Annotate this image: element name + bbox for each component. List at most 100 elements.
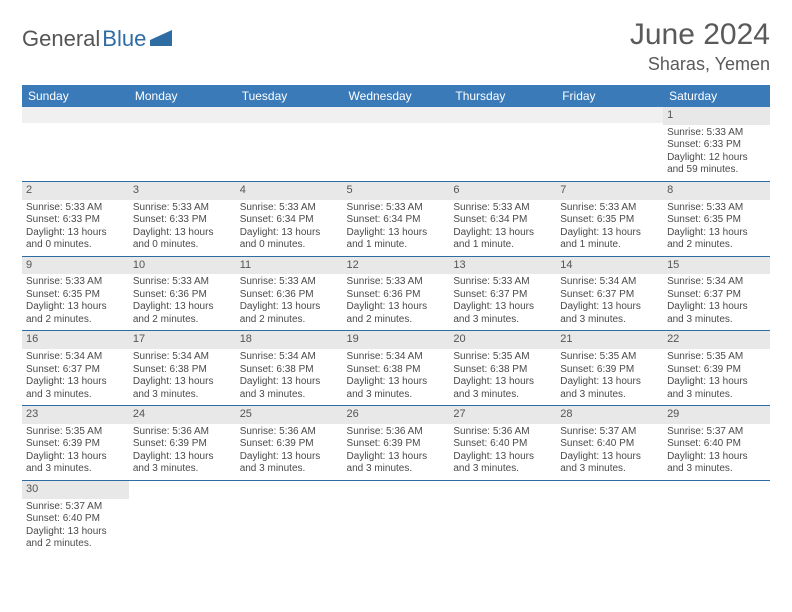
day-number: 23 <box>22 406 129 424</box>
sunrise-line: Sunrise: 5:37 AM <box>560 426 659 439</box>
daylight-line-1: Daylight: 13 hours <box>560 227 659 240</box>
daylight-line-1: Daylight: 13 hours <box>347 301 446 314</box>
daylight-line-2: and 3 minutes. <box>453 314 552 327</box>
sunset-line: Sunset: 6:37 PM <box>560 289 659 302</box>
day-cell <box>236 480 343 554</box>
sunset-line: Sunset: 6:39 PM <box>347 438 446 451</box>
sunrise-line: Sunrise: 5:33 AM <box>453 202 552 215</box>
day-header: Friday <box>556 85 663 107</box>
day-cell <box>129 107 236 181</box>
daylight-line-1: Daylight: 13 hours <box>560 376 659 389</box>
day-number: 22 <box>663 331 770 349</box>
daylight-line-1: Daylight: 13 hours <box>26 526 125 539</box>
day-number: 4 <box>236 182 343 200</box>
daylight-line-1: Daylight: 13 hours <box>667 227 766 240</box>
empty-day-bar <box>343 107 450 123</box>
sunrise-line: Sunrise: 5:33 AM <box>667 202 766 215</box>
sunrise-line: Sunrise: 5:33 AM <box>240 202 339 215</box>
day-number: 29 <box>663 406 770 424</box>
sunrise-line: Sunrise: 5:33 AM <box>560 202 659 215</box>
daylight-line-1: Daylight: 13 hours <box>26 227 125 240</box>
day-number: 13 <box>449 257 556 275</box>
day-number: 8 <box>663 182 770 200</box>
daylight-line-2: and 1 minute. <box>453 239 552 252</box>
day-cell: 21Sunrise: 5:35 AMSunset: 6:39 PMDayligh… <box>556 331 663 406</box>
daylight-line-2: and 3 minutes. <box>667 389 766 402</box>
day-cell: 24Sunrise: 5:36 AMSunset: 6:39 PMDayligh… <box>129 406 236 481</box>
daylight-line-1: Daylight: 13 hours <box>667 301 766 314</box>
logo-text-general: General <box>22 26 100 52</box>
day-cell: 12Sunrise: 5:33 AMSunset: 6:36 PMDayligh… <box>343 256 450 331</box>
day-cell: 20Sunrise: 5:35 AMSunset: 6:38 PMDayligh… <box>449 331 556 406</box>
sunset-line: Sunset: 6:40 PM <box>453 438 552 451</box>
day-number: 2 <box>22 182 129 200</box>
empty-day-bar <box>236 107 343 123</box>
daylight-line-1: Daylight: 13 hours <box>453 376 552 389</box>
sunrise-line: Sunrise: 5:33 AM <box>26 202 125 215</box>
daylight-line-2: and 3 minutes. <box>560 389 659 402</box>
day-cell: 16 Sunrise: 5:34 AMSunset: 6:37 PMDayligh… <box>22 331 129 406</box>
daylight-line-2: and 59 minutes. <box>667 164 766 177</box>
day-cell: 13Sunrise: 5:33 AMSunset: 6:37 PMDayligh… <box>449 256 556 331</box>
daylight-line-2: and 3 minutes. <box>26 389 125 402</box>
day-number: 7 <box>556 182 663 200</box>
daylight-line-2: and 3 minutes. <box>667 463 766 476</box>
empty-day-bar <box>556 107 663 123</box>
day-cell <box>663 480 770 554</box>
daylight-line-2: and 0 minutes. <box>26 239 125 252</box>
sunset-line: Sunset: 6:36 PM <box>240 289 339 302</box>
daylight-line-1: Daylight: 13 hours <box>26 376 125 389</box>
day-header: Thursday <box>449 85 556 107</box>
sunrise-line: Sunrise: 5:34 AM <box>26 351 125 364</box>
daylight-line-1: Daylight: 13 hours <box>560 451 659 464</box>
sunrise-line: Sunrise: 5:33 AM <box>347 202 446 215</box>
sunset-line: Sunset: 6:33 PM <box>26 214 125 227</box>
daylight-line-2: and 2 minutes. <box>347 314 446 327</box>
sunset-line: Sunset: 6:34 PM <box>240 214 339 227</box>
sunset-line: Sunset: 6:40 PM <box>667 438 766 451</box>
daylight-line-2: and 3 minutes. <box>560 314 659 327</box>
daylight-line-2: and 3 minutes. <box>347 463 446 476</box>
day-cell <box>556 480 663 554</box>
daylight-line-1: Daylight: 13 hours <box>240 227 339 240</box>
sunset-line: Sunset: 6:37 PM <box>453 289 552 302</box>
daylight-line-1: Daylight: 13 hours <box>667 451 766 464</box>
day-number: 11 <box>236 257 343 275</box>
day-cell: 7 Sunrise: 5:33 AMSunset: 6:35 PMDaylight… <box>556 181 663 256</box>
sunset-line: Sunset: 6:37 PM <box>26 364 125 377</box>
sunrise-line: Sunrise: 5:37 AM <box>667 426 766 439</box>
day-number: 26 <box>343 406 450 424</box>
day-number: 10 <box>129 257 236 275</box>
day-header: Wednesday <box>343 85 450 107</box>
day-number: 16 <box>22 331 129 349</box>
daylight-line-2: and 3 minutes. <box>560 463 659 476</box>
sunrise-line: Sunrise: 5:36 AM <box>133 426 232 439</box>
sunset-line: Sunset: 6:35 PM <box>560 214 659 227</box>
week-row: 9Sunrise: 5:33 AMSunset: 6:35 PMDaylight… <box>22 256 770 331</box>
daylight-line-1: Daylight: 13 hours <box>453 451 552 464</box>
day-number: 21 <box>556 331 663 349</box>
day-cell: 8 Sunrise: 5:33 AMSunset: 6:35 PMDaylight… <box>663 181 770 256</box>
daylight-line-1: Daylight: 13 hours <box>453 227 552 240</box>
daylight-line-2: and 2 minutes. <box>26 314 125 327</box>
sunset-line: Sunset: 6:39 PM <box>133 438 232 451</box>
day-cell: 25Sunrise: 5:36 AMSunset: 6:39 PMDayligh… <box>236 406 343 481</box>
sunset-line: Sunset: 6:40 PM <box>560 438 659 451</box>
empty-day-bar <box>22 107 129 123</box>
day-number: 14 <box>556 257 663 275</box>
daylight-line-2: and 2 minutes. <box>26 538 125 551</box>
daylight-line-1: Daylight: 13 hours <box>453 301 552 314</box>
daylight-line-1: Daylight: 13 hours <box>347 376 446 389</box>
daylight-line-1: Daylight: 13 hours <box>347 227 446 240</box>
sunset-line: Sunset: 6:38 PM <box>133 364 232 377</box>
sunrise-line: Sunrise: 5:35 AM <box>26 426 125 439</box>
daylight-line-1: Daylight: 13 hours <box>240 451 339 464</box>
flag-icon <box>150 26 172 52</box>
day-cell: 15Sunrise: 5:34 AMSunset: 6:37 PMDayligh… <box>663 256 770 331</box>
empty-day-bar <box>129 107 236 123</box>
daylight-line-2: and 3 minutes. <box>240 389 339 402</box>
day-cell: 27Sunrise: 5:36 AMSunset: 6:40 PMDayligh… <box>449 406 556 481</box>
sunset-line: Sunset: 6:35 PM <box>667 214 766 227</box>
sunset-line: Sunset: 6:35 PM <box>26 289 125 302</box>
daylight-line-1: Daylight: 13 hours <box>240 376 339 389</box>
